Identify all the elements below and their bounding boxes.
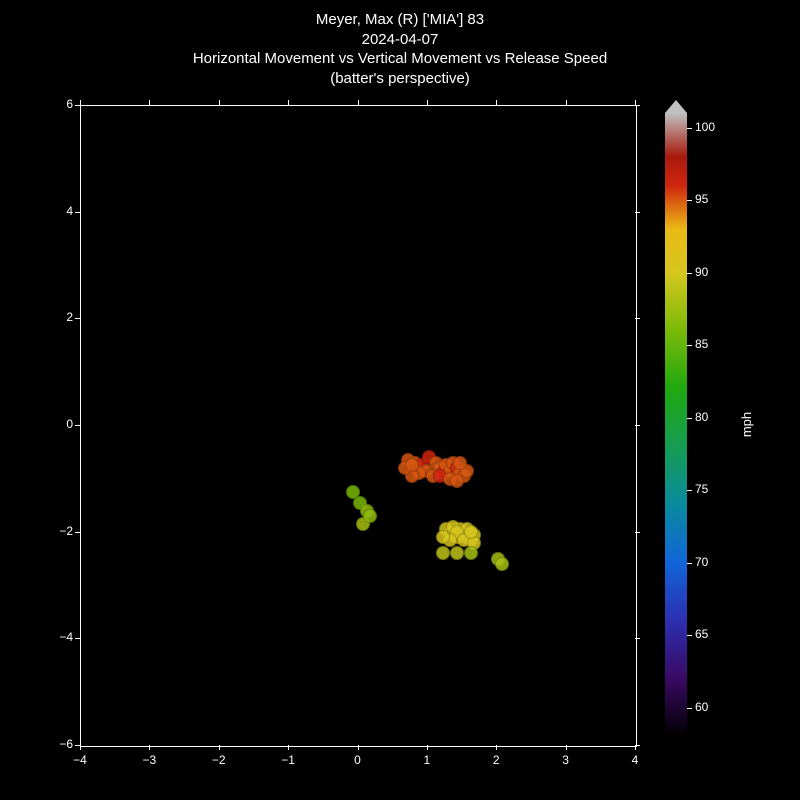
scatter-point [464,525,478,539]
scatter-point [450,546,464,560]
colorbar-tick-label: 90 [695,265,708,279]
title-line-1: Meyer, Max (R) ['MIA'] 83 [0,10,800,30]
colorbar-arrow-top-icon [665,100,687,113]
colorbar-arrow-bottom-icon [665,737,687,750]
colorbar-tick [687,635,692,636]
x-tick [566,745,567,750]
scatter-point [464,546,478,560]
scatter-point [450,474,464,488]
chart-container: { "title": { "line1": "Meyer, Max (R) ['… [0,0,800,800]
colorbar-tick-label: 95 [695,192,708,206]
x-tick [358,745,359,750]
y-tick [635,638,640,639]
y-tick-label: 2 [45,310,73,324]
y-tick-label: 6 [45,97,73,111]
y-tick-label: −2 [45,524,73,538]
y-tick [75,212,80,213]
y-tick [75,638,80,639]
colorbar-tick [687,345,692,346]
x-tick [358,100,359,105]
scatter-plot-area [80,105,637,747]
y-tick [75,318,80,319]
x-tick-label: 0 [343,753,373,767]
colorbar-tick [687,490,692,491]
y-tick [635,318,640,319]
x-tick-label: 3 [551,753,581,767]
y-tick [75,745,80,746]
colorbar-tick-label: 100 [695,120,715,134]
colorbar [665,113,687,737]
colorbar-tick-label: 75 [695,482,708,496]
x-tick [427,100,428,105]
scatter-point [405,458,419,472]
x-tick-label: −3 [134,753,164,767]
colorbar-tick [687,708,692,709]
x-tick [566,100,567,105]
colorbar-tick [687,418,692,419]
x-tick [219,745,220,750]
x-tick [496,100,497,105]
colorbar-tick-label: 70 [695,555,708,569]
colorbar-tick [687,128,692,129]
x-tick [288,100,289,105]
y-tick [75,532,80,533]
y-tick-label: 0 [45,417,73,431]
x-tick [427,745,428,750]
x-tick-label: 4 [620,753,650,767]
colorbar-label: mph [739,412,754,437]
y-tick [635,212,640,213]
y-tick-label: −6 [45,737,73,751]
y-tick [635,425,640,426]
colorbar-tick-label: 80 [695,410,708,424]
x-tick-label: 1 [412,753,442,767]
chart-title: Meyer, Max (R) ['MIA'] 83 2024-04-07 Hor… [0,10,800,88]
scatter-point [453,456,467,470]
colorbar-tick-label: 85 [695,337,708,351]
colorbar-tick-label: 60 [695,700,708,714]
x-tick [149,745,150,750]
x-tick [80,100,81,105]
scatter-point [363,509,377,523]
scatter-point [436,546,450,560]
x-tick [496,745,497,750]
x-tick [80,745,81,750]
title-line-4: (batter's perspective) [0,69,800,89]
y-tick [635,532,640,533]
y-tick-label: −4 [45,630,73,644]
y-tick [635,745,640,746]
x-tick-label: −1 [273,753,303,767]
colorbar-tick-label: 65 [695,627,708,641]
colorbar-tick [687,563,692,564]
x-tick [149,100,150,105]
x-tick-label: 2 [481,753,511,767]
x-tick-label: −4 [65,753,95,767]
y-tick-label: 4 [45,204,73,218]
title-line-2: 2024-04-07 [0,30,800,50]
y-tick [635,105,640,106]
y-tick [75,105,80,106]
x-tick [219,100,220,105]
colorbar-tick [687,200,692,201]
colorbar-tick [687,273,692,274]
x-tick [288,745,289,750]
x-tick-label: −2 [204,753,234,767]
scatter-point [495,557,509,571]
title-line-3: Horizontal Movement vs Vertical Movement… [0,49,800,69]
y-tick [75,425,80,426]
